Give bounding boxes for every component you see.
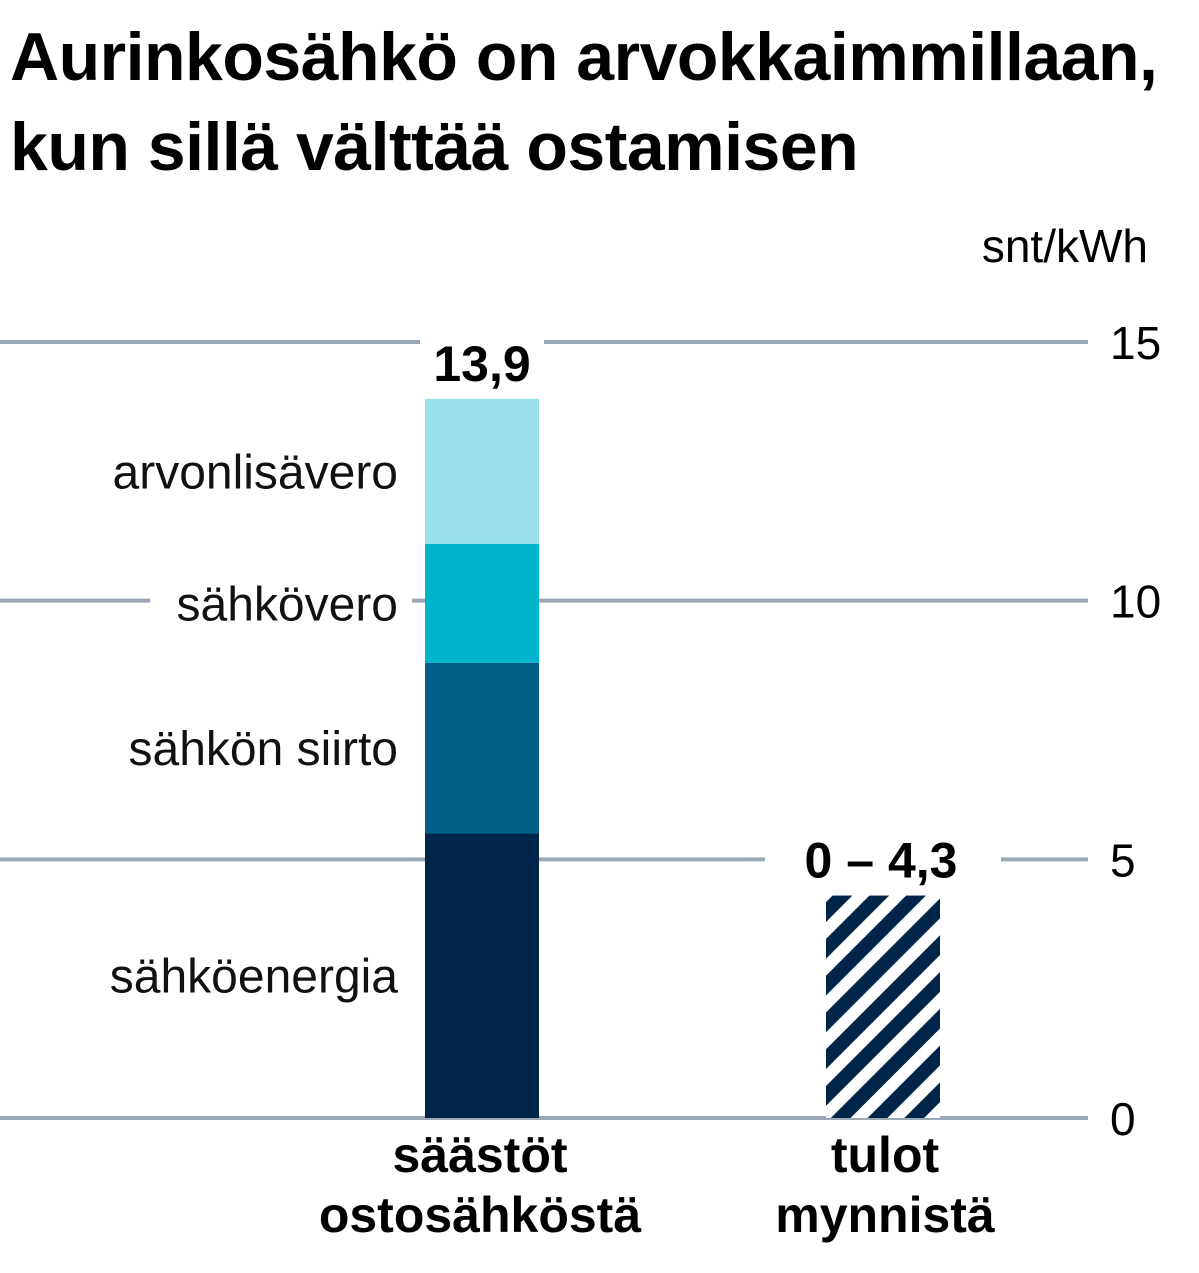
bar-segment xyxy=(425,833,539,1118)
label-knockout xyxy=(420,322,544,362)
label-knockout xyxy=(765,829,1001,890)
segment-label: arvonlisävero xyxy=(113,446,398,499)
label-knockout xyxy=(150,570,412,631)
category-label: ostosähköstä xyxy=(319,1187,642,1243)
range-bar-label: 0 – 4,3 xyxy=(805,832,958,888)
chart-title-line-1: Aurinkosähkö on arvokkaimmillaan, xyxy=(10,19,1158,95)
range-bar xyxy=(826,895,940,1118)
chart-title-line-2: kun sillä välttää ostamisen xyxy=(10,109,859,185)
y-tick-label: 0 xyxy=(1110,1093,1136,1145)
chart-title: Aurinkosähkö on arvokkaimmillaan, kun si… xyxy=(10,12,1195,192)
category-label: mynnistä xyxy=(775,1187,995,1243)
bar-segment xyxy=(425,543,539,663)
gridlines xyxy=(0,322,1088,1120)
labels: 0 5 10 15 snt/kWh sähköenergia sähkön siirto sä… xyxy=(110,220,1161,1243)
y-unit-label: snt/kWh xyxy=(982,220,1148,272)
bar-segment xyxy=(425,662,539,834)
bar-segment xyxy=(425,398,539,544)
bars xyxy=(425,398,940,1118)
y-tick-label: 5 xyxy=(1110,834,1136,886)
y-tick-label: 10 xyxy=(1110,576,1161,628)
segment-label: sähköenergia xyxy=(110,951,399,1004)
bar-total-label: 13,9 xyxy=(433,336,530,392)
category-label: säästöt xyxy=(392,1127,567,1183)
y-tick-label: 15 xyxy=(1110,317,1161,369)
segment-label: sähkön siirto xyxy=(129,723,398,776)
segment-label: sähkövero xyxy=(177,578,398,631)
category-label: tulot xyxy=(831,1127,940,1183)
